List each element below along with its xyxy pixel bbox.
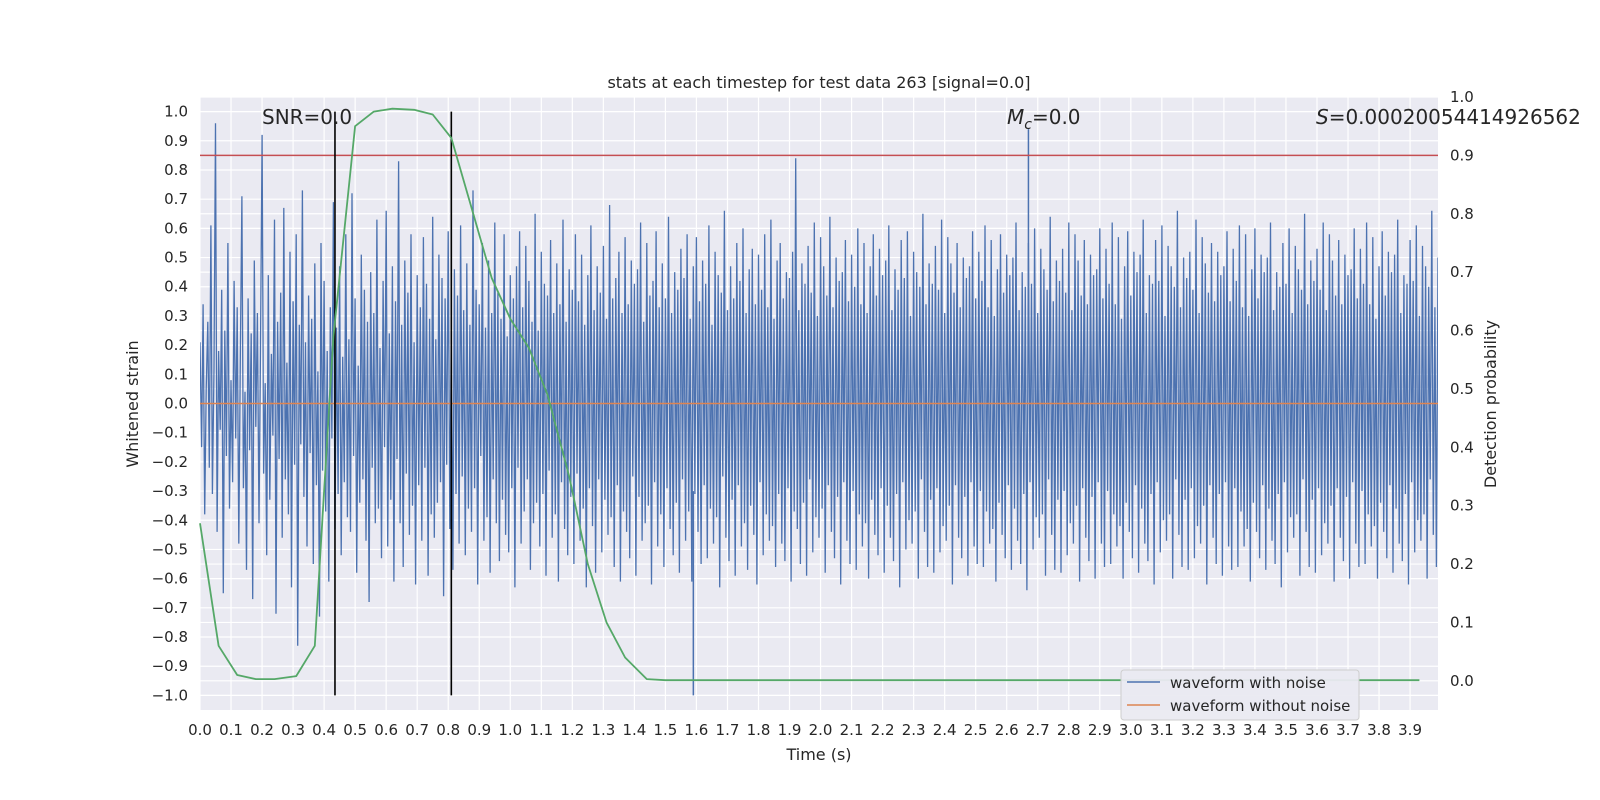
x-tick-label: 3.2	[1181, 721, 1205, 739]
x-tick-label: 0.4	[312, 721, 336, 739]
x-tick-label: 2.2	[871, 721, 895, 739]
y-left-tick-label: 0.7	[164, 190, 188, 208]
x-tick-label: 3.9	[1398, 721, 1422, 739]
y-right-tick-label: 0.9	[1450, 146, 1474, 164]
y-right-tick-labels: 0.0 0.1 0.2 0.3 0.4 0.5 0.6 0.7 0.8 0.9 1.0	[1450, 88, 1474, 690]
x-tick-label: 0.7	[405, 721, 429, 739]
y-left-tick-label: −0.6	[152, 570, 188, 588]
y-left-tick-label: 0.2	[164, 336, 188, 354]
x-tick-label: 2.6	[995, 721, 1019, 739]
y-right-tick-label: 0.1	[1450, 613, 1474, 631]
s-value: =0.00020054414926562	[1329, 105, 1581, 129]
chart-title: stats at each timestep for test data 263…	[607, 73, 1030, 92]
x-tick-label: 2.7	[1026, 721, 1050, 739]
chirp-mass-subscript: c	[1024, 117, 1032, 133]
waveform-with-noise-line	[200, 123, 1438, 646]
y-left-tick-label: −0.3	[152, 482, 188, 500]
x-tick-label: 1.3	[591, 721, 615, 739]
y-right-tick-label: 0.3	[1450, 497, 1474, 515]
x-tick-label: 0.0	[188, 721, 212, 739]
x-tick-label: 1.7	[716, 721, 740, 739]
x-tick-label: 2.3	[902, 721, 926, 739]
x-tick-label: 0.6	[374, 721, 398, 739]
y-right-tick-label: 0.4	[1450, 438, 1474, 456]
chirp-mass-value: =0.0	[1032, 105, 1081, 129]
y-left-tick-label: 0.4	[164, 278, 188, 296]
x-tick-label: 0.9	[467, 721, 491, 739]
y-left-tick-label: 1.0	[164, 103, 188, 121]
x-tick-label: 1.1	[529, 721, 553, 739]
x-tick-label: 3.0	[1119, 721, 1143, 739]
y-left-tick-label: −1.0	[152, 686, 188, 704]
x-tick-label: 1.0	[498, 721, 522, 739]
x-tick-label: 2.1	[840, 721, 864, 739]
x-tick-label: 2.0	[809, 721, 833, 739]
x-axis-label: Time (s)	[785, 745, 851, 764]
chirp-mass-symbol: M	[1007, 105, 1024, 129]
x-tick-label: 1.2	[560, 721, 584, 739]
y-right-tick-label: 0.0	[1450, 672, 1474, 690]
x-tick-label: 0.5	[343, 721, 367, 739]
y-left-tick-label: −0.8	[152, 628, 188, 646]
vertical-markers	[334, 111, 453, 696]
x-tick-label: 1.5	[653, 721, 677, 739]
y-right-tick-label: 1.0	[1450, 88, 1474, 106]
series-waveform-with-noise	[200, 123, 1438, 696]
legend-label-clean: waveform without noise	[1170, 697, 1350, 715]
y-left-tick-label: 0.8	[164, 161, 188, 179]
y-left-tick-label: −0.2	[152, 453, 188, 471]
x-tick-label: 1.4	[622, 721, 646, 739]
snr-annotation: SNR=0.0	[262, 105, 352, 129]
x-tick-label: 0.1	[219, 721, 243, 739]
x-tick-label: 2.8	[1057, 721, 1081, 739]
x-tick-label: 3.1	[1150, 721, 1174, 739]
y-right-tick-label: 0.2	[1450, 555, 1474, 573]
x-tick-label: 2.4	[933, 721, 957, 739]
s-annotation: S=0.00020054414926562	[1316, 105, 1581, 129]
y-left-tick-label: 0.1	[164, 365, 188, 383]
y-left-tick-label: −0.5	[152, 540, 188, 558]
x-tick-label: 2.9	[1088, 721, 1112, 739]
legend: waveform with noise waveform without noi…	[1120, 669, 1360, 721]
y-right-tick-label: 0.5	[1450, 380, 1474, 398]
x-tick-label: 0.2	[250, 721, 274, 739]
y-left-tick-label: −0.1	[152, 424, 188, 442]
y-right-tick-label: 0.8	[1450, 205, 1474, 223]
x-tick-label: 3.4	[1243, 721, 1267, 739]
x-tick-label: 3.8	[1367, 721, 1391, 739]
x-tick-label: 1.9	[778, 721, 802, 739]
x-tick-label: 2.5	[964, 721, 988, 739]
x-tick-label: 3.3	[1212, 721, 1236, 739]
x-tick-label: 1.8	[747, 721, 771, 739]
x-tick-label: 3.5	[1274, 721, 1298, 739]
legend-box	[1120, 669, 1360, 721]
y-left-tick-label: 0.0	[164, 395, 188, 413]
y-left-tick-label: 0.9	[164, 132, 188, 150]
x-tick-label: 3.7	[1336, 721, 1360, 739]
y-right-tick-label: 0.7	[1450, 263, 1474, 281]
y-left-tick-label: −0.9	[152, 657, 188, 675]
y-axis-left-label: Whitened strain	[123, 340, 142, 467]
chirp-mass-annotation: Mc=0.0	[1007, 105, 1081, 133]
x-tick-label: 1.6	[685, 721, 709, 739]
y-left-tick-label: 0.5	[164, 249, 188, 267]
y-left-tick-label: −0.7	[152, 599, 188, 617]
s-symbol: S	[1316, 105, 1329, 129]
x-tick-label: 0.3	[281, 721, 305, 739]
y-left-tick-label: 0.3	[164, 307, 188, 325]
y-right-tick-label: 0.6	[1450, 322, 1474, 340]
legend-label-noise: waveform with noise	[1170, 674, 1326, 692]
y-left-tick-label: 0.6	[164, 219, 188, 237]
y-axis-right-label: Detection probability	[1481, 320, 1500, 488]
x-tick-label: 3.6	[1305, 721, 1329, 739]
y-left-tick-label: −0.4	[152, 511, 188, 529]
y-left-tick-labels: −1.0 −0.9 −0.8 −0.7 −0.6 −0.5 −0.4 −0.3 −0.2 −0.1…	[152, 103, 188, 705]
x-tick-labels: 0.0 0.1 0.2 0.3 0.4 0.5 0.6 0.7 0.8 0.9 1.0 1.1 1.2 1…	[188, 721, 1422, 739]
x-tick-label: 0.8	[436, 721, 460, 739]
